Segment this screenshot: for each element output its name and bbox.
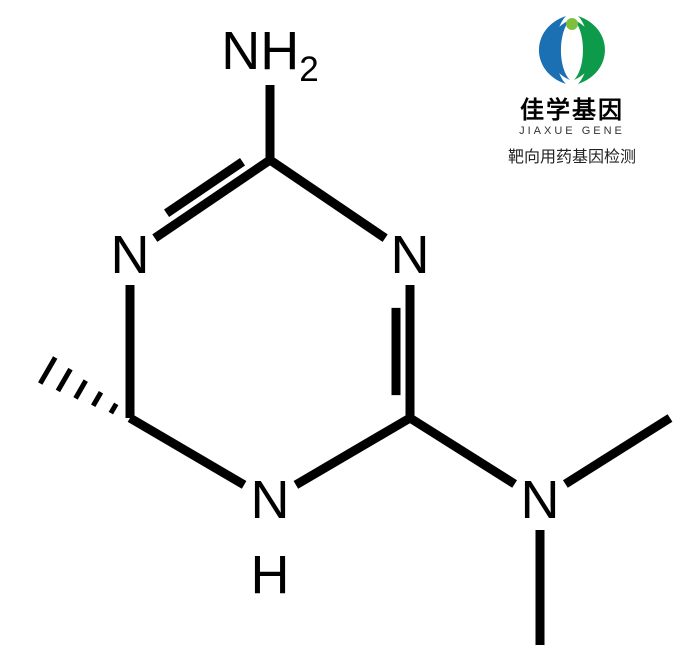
atom-label-N_right: N [391,224,430,286]
atom-label-H_bottom: H [251,544,290,606]
atom-label-N_left: N [111,224,150,286]
logo-english-name: JIAXUE GENE [472,125,672,137]
atom-label-N_dimethyl: N [521,469,560,531]
diagram-canvas: NH2NNNHN 佳学基因 JIAXUE GENE 靶向用药基因检测 [0,0,680,667]
logo-subtitle: 靶向用药基因检测 [472,143,672,167]
helix-logo-icon [517,10,627,90]
logo-chinese-name: 佳学基因 [472,90,672,125]
brand-logo-block: 佳学基因 JIAXUE GENE 靶向用药基因检测 [472,10,672,167]
atom-label-N_bottom: N [251,469,290,531]
atom-label-NH2_top: NH2 [221,20,319,90]
